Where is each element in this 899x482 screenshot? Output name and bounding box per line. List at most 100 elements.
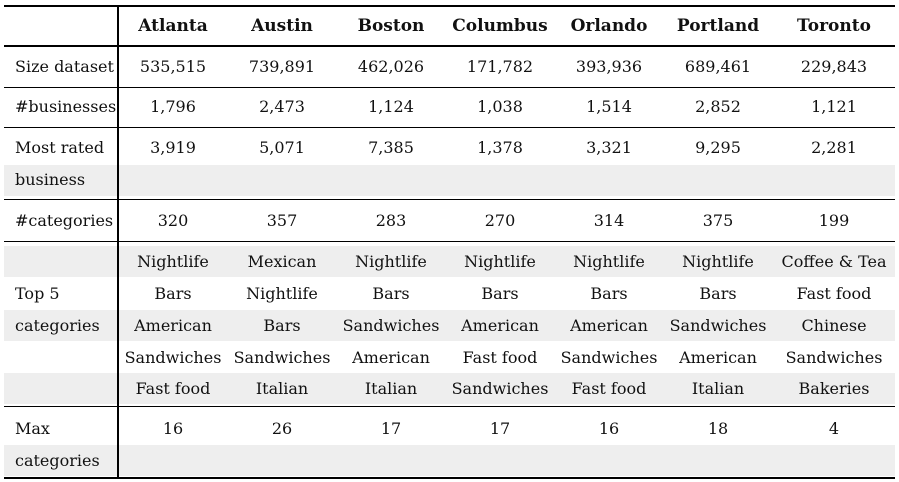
table-cell: American <box>570 316 648 335</box>
table-cell: 2,852 <box>695 97 741 116</box>
table-cell: American <box>134 316 212 335</box>
table-cell: Mexican <box>247 252 317 271</box>
table-cell: 535,515 <box>139 57 207 76</box>
row-rule <box>4 406 895 407</box>
table-cell: Fast food <box>571 379 647 398</box>
table-cell: 320 <box>157 211 189 230</box>
table-cell: 18 <box>707 419 729 438</box>
row-label: Max <box>15 419 50 438</box>
row-label: #categories <box>15 211 114 230</box>
table-cell: Italian <box>364 379 418 398</box>
table-cell: 462,026 <box>357 57 425 76</box>
row-band <box>4 310 895 341</box>
row-band <box>4 445 895 476</box>
table-cell: 26 <box>271 419 293 438</box>
table-cell: 314 <box>593 211 625 230</box>
table-cell: Bars <box>481 284 519 303</box>
table-cell: Coffee & Tea <box>781 252 887 271</box>
row-label: Size dataset <box>15 57 114 76</box>
table-cell: 283 <box>375 211 407 230</box>
row-label: business <box>15 170 86 189</box>
row-label: Top 5 <box>15 284 60 303</box>
table-cell: Fast food <box>796 284 872 303</box>
table-cell: Sandwiches <box>785 348 883 367</box>
top-rule <box>4 5 895 7</box>
table-cell: American <box>352 348 430 367</box>
table-cell: Chinese <box>801 316 867 335</box>
column-header: Orlando <box>570 16 648 36</box>
table-cell: Sandwiches <box>124 348 222 367</box>
table-cell: Sandwiches <box>451 379 549 398</box>
table-cell: Nightlife <box>246 284 318 303</box>
row-rule <box>4 87 895 88</box>
table-cell: Sandwiches <box>342 316 440 335</box>
table-cell: 199 <box>818 211 850 230</box>
table-cell: 16 <box>162 419 184 438</box>
row-label: Most rated <box>15 138 105 157</box>
table-cell: 3,919 <box>150 138 196 157</box>
row-label: #businesses <box>15 97 117 116</box>
row-label: categories <box>15 451 100 470</box>
table-cell: 17 <box>380 419 402 438</box>
row-band <box>4 373 895 404</box>
table-cell: 7,385 <box>368 138 414 157</box>
table-cell: Sandwiches <box>669 316 767 335</box>
table-cell: Bars <box>590 284 628 303</box>
column-header: Portland <box>676 16 760 36</box>
table-cell: 739,891 <box>248 57 316 76</box>
table-cell: 357 <box>266 211 298 230</box>
table-cell: 16 <box>598 419 620 438</box>
table-cell: Bars <box>263 316 301 335</box>
table-cell: 171,782 <box>466 57 534 76</box>
table-cell: 229,843 <box>800 57 868 76</box>
table-cell: 2,281 <box>811 138 857 157</box>
table-cell: Fast food <box>135 379 211 398</box>
table-cell: 3,321 <box>586 138 632 157</box>
row-rule <box>4 127 895 128</box>
table-cell: Nightlife <box>355 252 427 271</box>
table-cell: 1,514 <box>586 97 632 116</box>
table-cell: Bars <box>372 284 410 303</box>
table-cell: 1,796 <box>150 97 196 116</box>
table-cell: American <box>461 316 539 335</box>
table-cell: Bars <box>154 284 192 303</box>
table-cell: 9,295 <box>695 138 741 157</box>
table-cell: 1,124 <box>368 97 414 116</box>
table-cell: Italian <box>691 379 745 398</box>
table-cell: Nightlife <box>573 252 645 271</box>
row-rule <box>4 241 895 242</box>
table-cell: 1,038 <box>477 97 523 116</box>
label-column-rule <box>117 5 119 479</box>
column-header: Atlanta <box>138 16 208 36</box>
column-header: Columbus <box>452 16 548 36</box>
table-cell: 2,473 <box>259 97 305 116</box>
table-cell: 17 <box>489 419 511 438</box>
table-cell: Nightlife <box>464 252 536 271</box>
table-cell: 393,936 <box>575 57 643 76</box>
table-cell: Italian <box>255 379 309 398</box>
header-rule <box>4 45 895 47</box>
column-header: Toronto <box>797 16 871 36</box>
table-cell: 5,071 <box>259 138 305 157</box>
table-cell: 1,378 <box>477 138 523 157</box>
column-header: Austin <box>251 16 313 36</box>
table-cell: Fast food <box>462 348 538 367</box>
table-cell: 375 <box>702 211 734 230</box>
table-cell: 689,461 <box>684 57 752 76</box>
table-cell: Sandwiches <box>560 348 658 367</box>
row-rule <box>4 199 895 200</box>
column-header: Boston <box>357 16 425 36</box>
row-band <box>4 246 895 277</box>
table-cell: Nightlife <box>682 252 754 271</box>
table-cell: 270 <box>484 211 516 230</box>
table-cell: Sandwiches <box>233 348 331 367</box>
table-cell: Nightlife <box>137 252 209 271</box>
table-cell: American <box>679 348 757 367</box>
table-cell: 1,121 <box>811 97 857 116</box>
table-cell: Bars <box>699 284 737 303</box>
table-cell: Bakeries <box>798 379 870 398</box>
data-table: Atlanta Austin Boston Columbus Orlando Portla… <box>4 0 895 482</box>
row-label: categories <box>15 316 100 335</box>
table-cell: 4 <box>828 419 840 438</box>
row-band <box>4 165 895 196</box>
